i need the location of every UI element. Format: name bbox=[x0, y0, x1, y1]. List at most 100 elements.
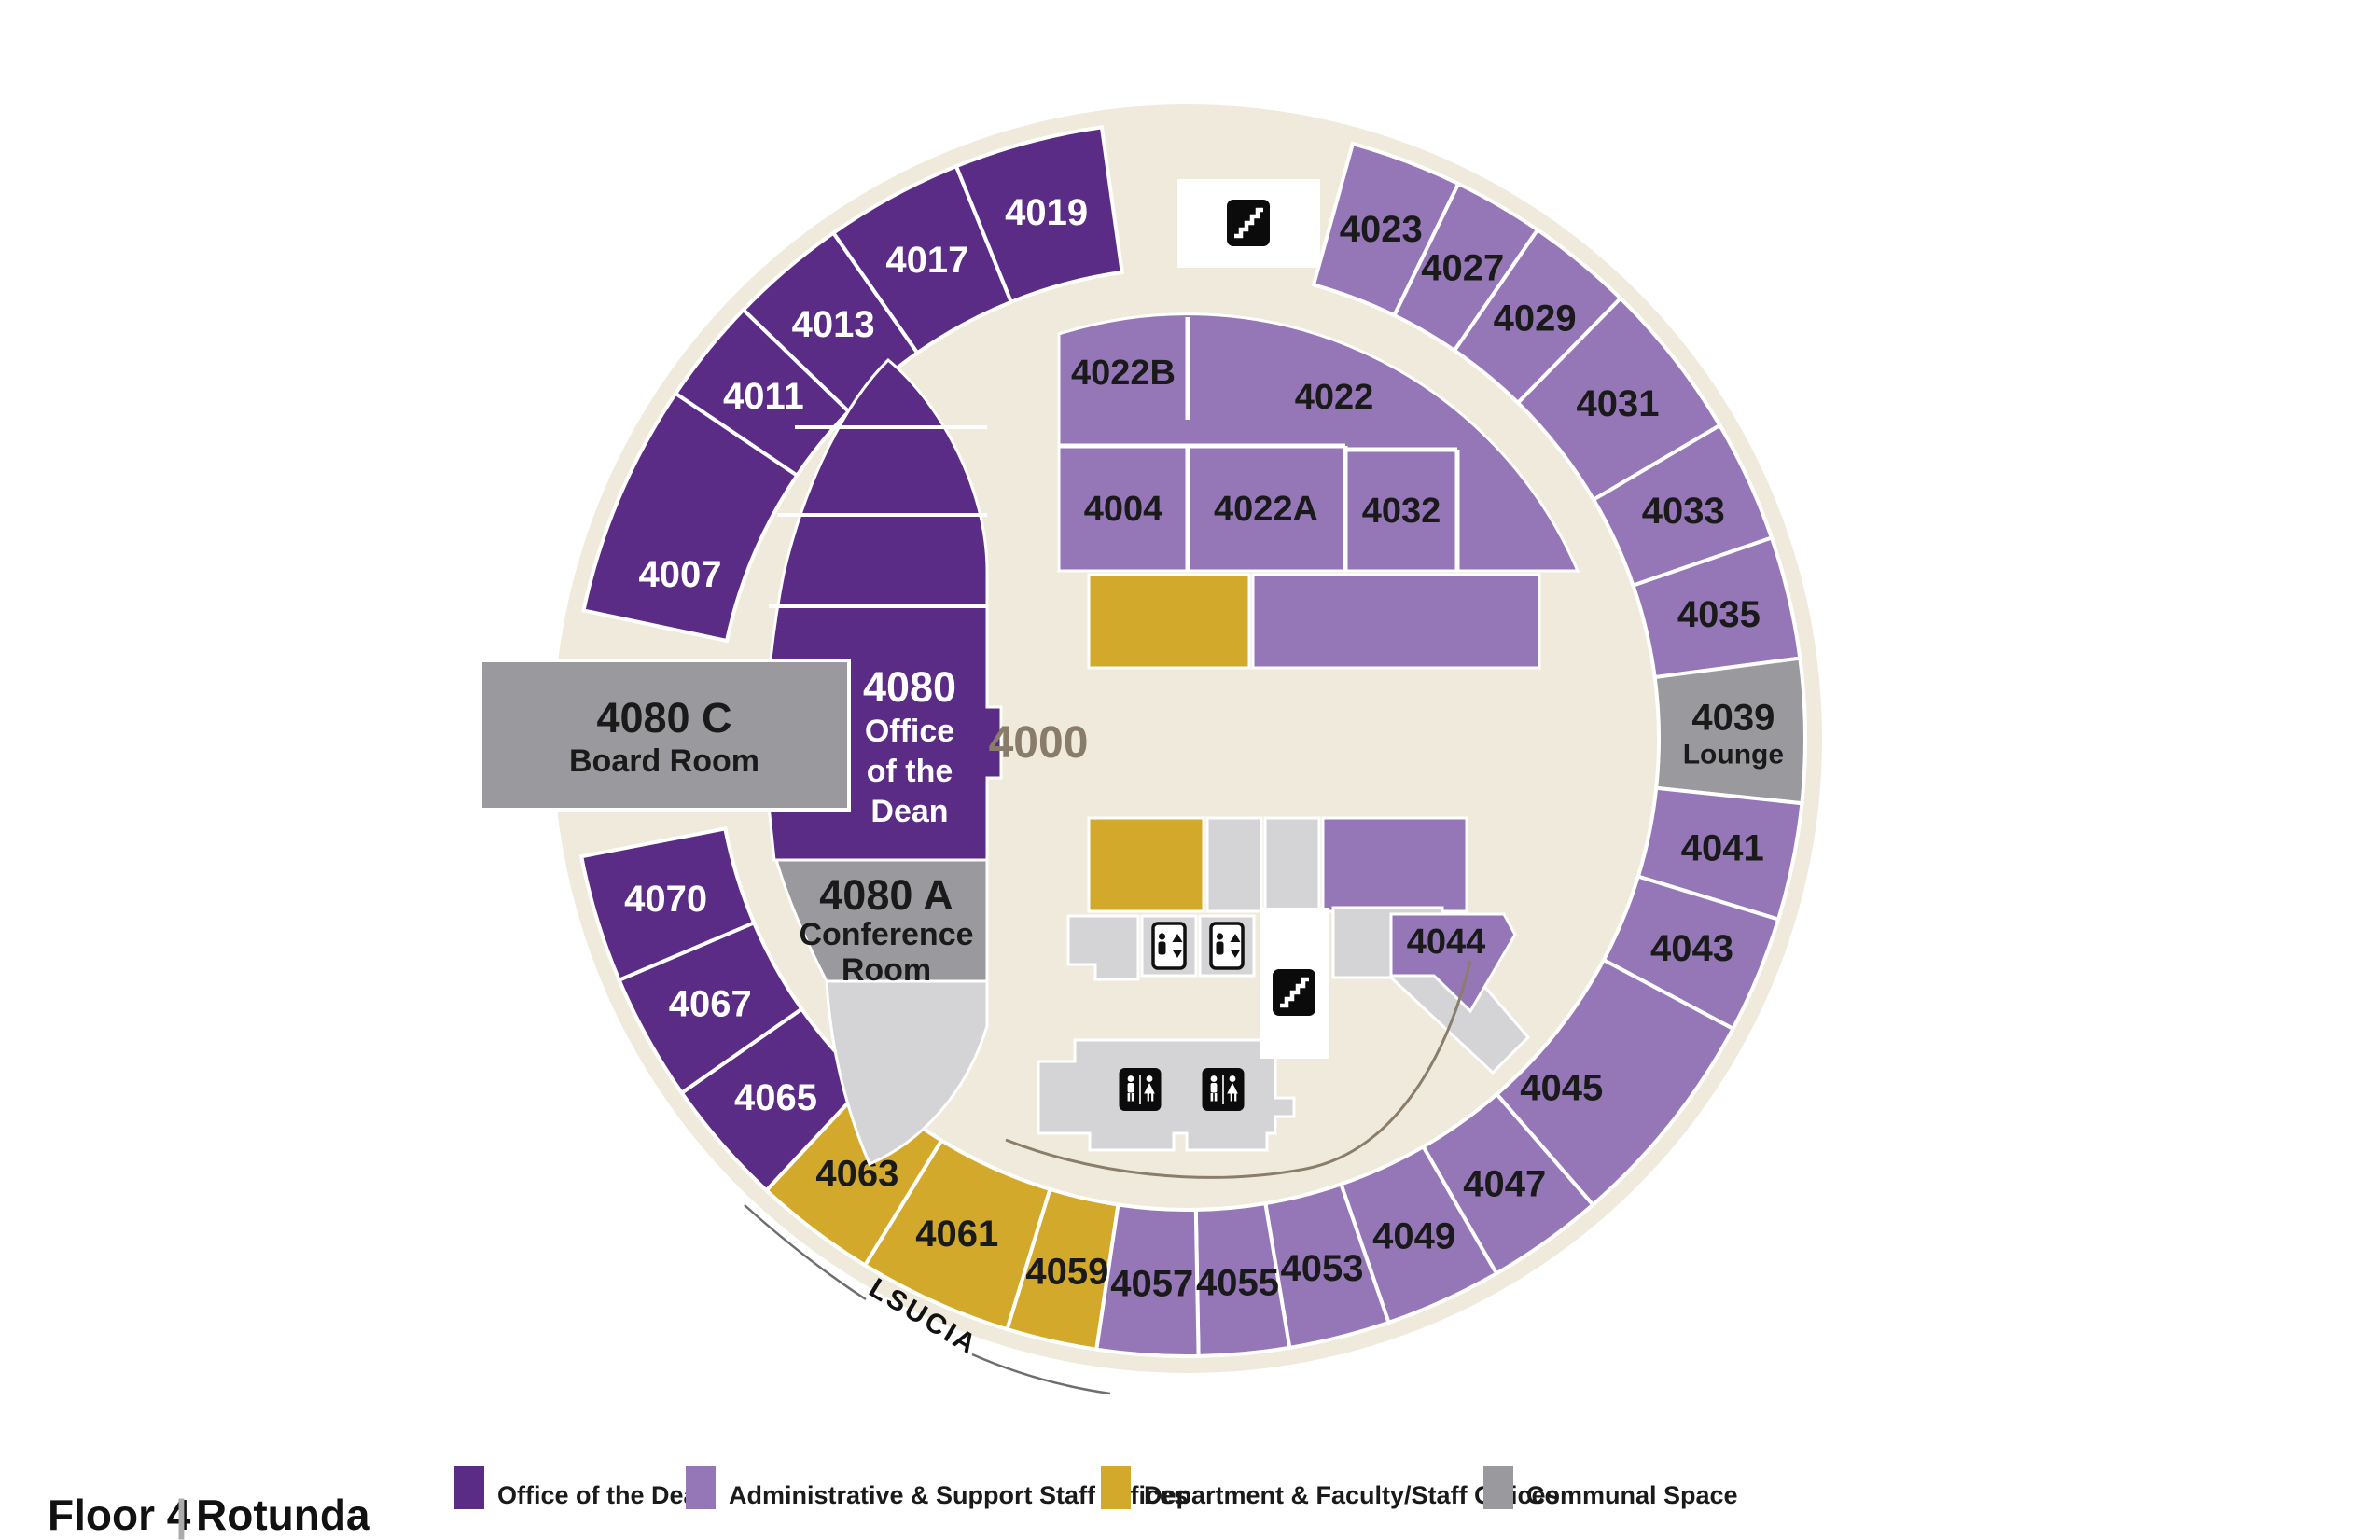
room-4070 bbox=[578, 826, 757, 983]
dept-room-unlabeled-1 bbox=[1087, 573, 1251, 670]
room-label: 4022A bbox=[1214, 490, 1318, 529]
restroom-woman-head bbox=[1146, 1075, 1153, 1082]
elevator-down-arrow bbox=[1230, 950, 1241, 958]
balcony-arc-line bbox=[1005, 960, 1472, 1179]
room-label: 4044 bbox=[1407, 923, 1486, 962]
restroom-man-leg bbox=[1214, 1093, 1218, 1102]
restroom-woman-body bbox=[1144, 1083, 1155, 1094]
elevator-up-arrow bbox=[1172, 934, 1183, 942]
room-label: 4022B bbox=[1071, 354, 1176, 393]
room-label: 4000 bbox=[989, 718, 1089, 768]
legend-swatch-admin bbox=[686, 1466, 716, 1509]
restroom-man-body bbox=[1210, 1083, 1218, 1093]
elevator-up-arrow bbox=[1230, 934, 1241, 942]
room-label: 4059 bbox=[1025, 1252, 1108, 1293]
elevator-icon-frame bbox=[1151, 922, 1187, 970]
restroom-woman-leg bbox=[1230, 1093, 1232, 1102]
room-label: 4031 bbox=[1577, 383, 1660, 424]
restroom-woman-body bbox=[1227, 1083, 1238, 1094]
restroom-man-leg bbox=[1210, 1093, 1214, 1102]
room-label: Room bbox=[842, 952, 931, 988]
restroom-man-leg bbox=[1127, 1093, 1131, 1102]
footer-legend-bar: Floor 4| Rotunda Office of the Dean Adminis… bbox=[48, 1466, 1738, 1539]
legend-swatch-dean bbox=[454, 1466, 484, 1509]
room-label: 4063 bbox=[815, 1154, 898, 1195]
restroom-man-head bbox=[1127, 1075, 1134, 1082]
elevator-down-arrow bbox=[1172, 950, 1183, 958]
named-rooms bbox=[479, 659, 989, 1166]
room-label: 4039 bbox=[1691, 697, 1775, 738]
room-label: Lounge bbox=[1683, 739, 1784, 770]
room-label: 4045 bbox=[1520, 1068, 1603, 1109]
room-label: 4022 bbox=[1295, 378, 1374, 417]
room-label: 4023 bbox=[1340, 209, 1423, 250]
room-label: 4080 bbox=[863, 663, 956, 711]
room-label: 4027 bbox=[1421, 248, 1504, 289]
admin-room-unlabeled-2 bbox=[1321, 816, 1468, 913]
communal-room-e bbox=[825, 979, 989, 1166]
stairs-steps bbox=[1280, 977, 1309, 1008]
legend-swatch-communal bbox=[1483, 1466, 1513, 1509]
room-label: Conference bbox=[799, 917, 973, 952]
restroom-block bbox=[1037, 1038, 1296, 1152]
elevator-person-body bbox=[1216, 941, 1224, 955]
admin-room-unlabeled-1 bbox=[1251, 573, 1541, 670]
elevator-person-body bbox=[1158, 941, 1166, 955]
room-label: 4019 bbox=[1005, 192, 1088, 233]
room-label: 4035 bbox=[1677, 594, 1761, 635]
room-label: 4013 bbox=[792, 304, 875, 345]
room-label: 4053 bbox=[1281, 1248, 1364, 1289]
room-4044 bbox=[1389, 912, 1517, 1014]
room-label: 4057 bbox=[1110, 1264, 1193, 1305]
legend-label-dean: Office of the Dean bbox=[497, 1481, 713, 1509]
room-label: 4041 bbox=[1681, 828, 1764, 869]
south-interior-rooms bbox=[1005, 816, 1531, 1179]
room-label: of the bbox=[867, 754, 953, 789]
stairs-icon bbox=[1227, 200, 1270, 246]
restroom-man-leg bbox=[1131, 1093, 1134, 1102]
room-label: 4047 bbox=[1463, 1163, 1546, 1204]
restroom-icon bbox=[1119, 1068, 1162, 1111]
communal-room-a bbox=[1205, 816, 1263, 913]
room-4019 bbox=[953, 125, 1124, 305]
restroom-woman-leg bbox=[1147, 1093, 1149, 1102]
inner-admin-block bbox=[1057, 312, 1580, 913]
room-label: 4055 bbox=[1196, 1263, 1279, 1304]
communal-room-c bbox=[1066, 914, 1140, 981]
restroom-woman-leg bbox=[1234, 1093, 1237, 1102]
restroom-divider bbox=[1139, 1075, 1141, 1104]
communal-room-d bbox=[1331, 906, 1531, 1075]
restroom-man-head bbox=[1210, 1075, 1218, 1082]
page-title-building: Rotunda bbox=[196, 1491, 370, 1539]
room-label: 4067 bbox=[669, 984, 752, 1025]
room-label: 4080 A bbox=[819, 871, 953, 919]
dept-room-unlabeled-2 bbox=[1087, 816, 1205, 913]
room-label: Dean bbox=[870, 794, 948, 829]
stairs-steps bbox=[1234, 207, 1263, 239]
room-4080C bbox=[479, 659, 851, 812]
exterior-line bbox=[744, 1204, 867, 1301]
room-label: 4061 bbox=[915, 1214, 998, 1255]
room-label: 4049 bbox=[1372, 1215, 1455, 1256]
restroom-divider bbox=[1222, 1075, 1224, 1104]
elevator-person-head bbox=[1158, 933, 1166, 940]
room-label: Board Room bbox=[569, 743, 759, 779]
room-label: 4004 bbox=[1084, 490, 1163, 529]
page-title-floor: Floor 4 bbox=[48, 1491, 191, 1539]
room-label: 4011 bbox=[723, 376, 804, 417]
elevator-icon bbox=[1151, 922, 1187, 970]
room-label: 4029 bbox=[1494, 298, 1577, 340]
restroom-man-body bbox=[1127, 1083, 1134, 1093]
elevator-person-head bbox=[1216, 933, 1224, 940]
room-label: 4065 bbox=[734, 1077, 817, 1118]
room-label: 4033 bbox=[1642, 491, 1725, 532]
room-label: 4070 bbox=[624, 879, 707, 920]
communal-room-b bbox=[1263, 816, 1321, 913]
room-label: Office bbox=[865, 714, 954, 749]
room-label: 4032 bbox=[1362, 492, 1441, 531]
stairs-icon bbox=[1273, 969, 1315, 1016]
